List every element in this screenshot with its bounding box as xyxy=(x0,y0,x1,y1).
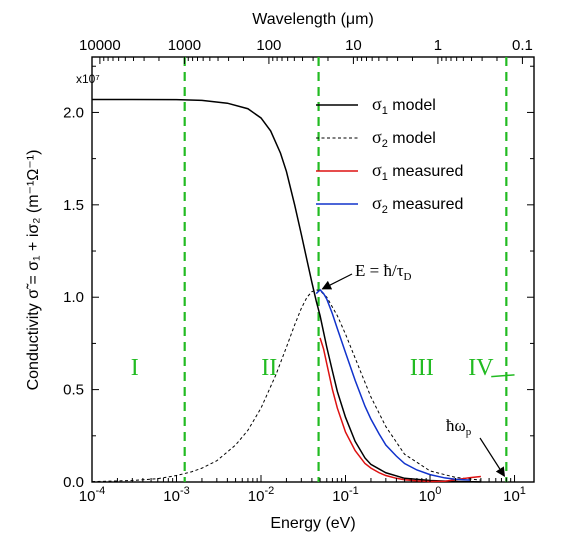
y-tick-label: 1.0 xyxy=(63,289,84,306)
x-tick-label: 10-4 xyxy=(79,485,105,505)
region-label: IV xyxy=(468,355,494,381)
annotation-relaxation: E = ħ/τD xyxy=(355,261,412,283)
x-tick-label: 10-1 xyxy=(332,485,358,505)
top-tick-label: 1 xyxy=(434,37,442,54)
y-scale-label: x10⁷ xyxy=(76,72,100,86)
top-tick-label: 10 xyxy=(345,37,362,54)
legend-label-4: σ2 measured xyxy=(372,193,463,216)
top-tick-label: 1000 xyxy=(168,37,201,54)
plot-frame xyxy=(91,56,535,483)
region-boundaries xyxy=(183,57,508,482)
annotation-arrow-plasma xyxy=(479,437,505,478)
annotations: E = ħ/τD ħωp xyxy=(321,261,505,478)
x-tick-label: 10-3 xyxy=(163,485,189,505)
legend-label-3: σ1 measured xyxy=(372,160,463,183)
annotation-arrow-relaxation xyxy=(321,273,353,290)
x-axis-ticks: 10-4 10-3 10-2 10-1 100 101 xyxy=(79,475,526,505)
y-tick-label: 1.5 xyxy=(63,197,84,214)
region-label: III xyxy=(410,355,434,381)
x-tick-label: 100 xyxy=(419,485,442,505)
x-axis-title: Energy (eV) xyxy=(270,515,355,532)
region-labels: I II III IV xyxy=(131,355,515,381)
x-tick-label: 101 xyxy=(503,485,526,505)
y-axis-title: Conductivity σ̃ = σ₁ + iσ₂ (m⁻¹Ω⁻¹) xyxy=(25,150,42,391)
top-axis-ticks: 10000 1000 100 10 1 0.1 xyxy=(79,37,533,64)
series-line-1 xyxy=(92,98,481,483)
y-tick-label: 0.0 xyxy=(63,474,84,491)
series-line-3 xyxy=(319,337,481,483)
region-label: I xyxy=(131,355,139,381)
region-iv-leader xyxy=(491,374,515,378)
legend: σ1 model σ2 model σ1 measured σ2 measured xyxy=(316,94,463,216)
region-label: II xyxy=(261,355,277,381)
series-line-4 xyxy=(315,288,471,481)
y-axis-ticks: 0.0 0.5 1.0 1.5 2.0 xyxy=(63,65,534,491)
annotation-plasma: ħωp xyxy=(446,416,472,438)
top-tick-label: 10000 xyxy=(79,37,121,54)
series-line-2 xyxy=(91,289,481,483)
legend-label-2: σ2 model xyxy=(372,127,436,150)
data-series xyxy=(91,98,481,483)
x-tick-label: 10-2 xyxy=(248,485,274,505)
top-axis-title: Wavelength (μm) xyxy=(252,11,374,28)
top-tick-label: 0.1 xyxy=(512,37,533,54)
top-tick-label: 100 xyxy=(256,37,281,54)
y-tick-label: 0.5 xyxy=(63,382,84,399)
y-tick-label: 2.0 xyxy=(63,104,84,121)
legend-label-1: σ1 model xyxy=(372,94,436,117)
